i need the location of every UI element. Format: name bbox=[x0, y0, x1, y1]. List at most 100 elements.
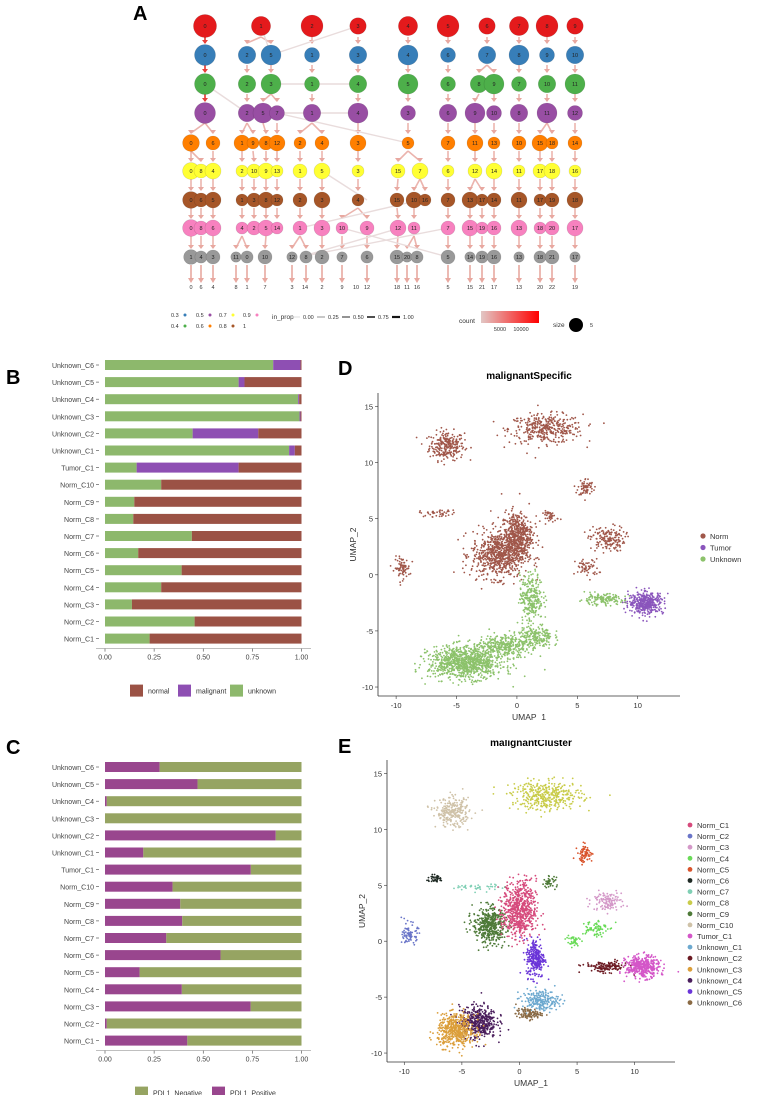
data-point bbox=[543, 639, 546, 642]
data-point bbox=[512, 652, 515, 655]
data-point bbox=[510, 642, 513, 644]
data-point bbox=[619, 544, 621, 547]
edge-arrowhead bbox=[364, 215, 370, 219]
data-point bbox=[510, 518, 513, 521]
edge-arrowhead bbox=[274, 130, 280, 134]
edge-arrowhead bbox=[445, 158, 451, 162]
legend-label-unknown: unknown bbox=[248, 689, 276, 696]
data-point bbox=[504, 529, 507, 531]
data-point bbox=[401, 559, 403, 561]
data-point bbox=[435, 653, 437, 656]
data-point bbox=[500, 536, 503, 538]
cluster-node bbox=[567, 135, 583, 151]
data-point bbox=[510, 556, 513, 558]
data-point bbox=[533, 417, 536, 419]
data-point bbox=[577, 421, 580, 424]
data-point bbox=[440, 648, 443, 651]
data-point bbox=[494, 637, 497, 639]
data-point bbox=[500, 545, 503, 547]
data-point bbox=[542, 638, 545, 640]
data-point bbox=[389, 565, 392, 567]
bar-segment-unknown bbox=[105, 394, 299, 405]
data-point bbox=[573, 572, 575, 575]
data-point bbox=[428, 669, 431, 672]
data-point bbox=[445, 663, 448, 666]
edge-arrowhead bbox=[572, 40, 578, 44]
data-point bbox=[441, 651, 444, 654]
data-point bbox=[451, 441, 454, 443]
data-point bbox=[496, 663, 499, 665]
bar-segment-malignant bbox=[192, 428, 259, 439]
data-point bbox=[516, 543, 519, 545]
data-point bbox=[519, 541, 521, 544]
data-point bbox=[447, 655, 450, 658]
chart-title: malignantSpecific bbox=[486, 371, 572, 382]
edge-arrowhead bbox=[549, 278, 555, 283]
data-point bbox=[462, 662, 465, 664]
data-point bbox=[526, 530, 528, 533]
final-cluster-label: 8 bbox=[234, 285, 237, 291]
panel-label-a: A bbox=[133, 3, 148, 25]
cluster-node-label: 0 bbox=[189, 169, 192, 175]
data-point bbox=[515, 552, 517, 554]
data-point bbox=[540, 438, 542, 441]
data-point bbox=[494, 550, 497, 552]
data-point bbox=[491, 523, 494, 525]
data-point bbox=[566, 432, 568, 435]
cluster-node bbox=[440, 135, 456, 151]
data-point bbox=[507, 569, 510, 572]
data-point bbox=[521, 592, 524, 595]
data-point bbox=[435, 665, 438, 667]
cluster-node bbox=[292, 220, 308, 236]
data-point bbox=[493, 540, 495, 543]
cluster-node bbox=[304, 47, 320, 63]
bar-segment-pdl1-negative bbox=[143, 847, 302, 858]
data-point bbox=[484, 557, 486, 560]
cluster-node-label: 1 bbox=[240, 198, 243, 204]
cluster-node-label: 9 bbox=[251, 141, 254, 147]
data-point bbox=[450, 655, 452, 658]
legend-resolution-swatch bbox=[231, 313, 235, 317]
final-cluster-label: 15 bbox=[467, 285, 473, 291]
data-point bbox=[470, 681, 473, 684]
data-point bbox=[621, 542, 624, 545]
data-point bbox=[504, 636, 507, 638]
data-point bbox=[464, 532, 467, 535]
data-point bbox=[444, 433, 447, 436]
data-point bbox=[428, 445, 431, 448]
edge-arrowhead bbox=[537, 215, 543, 219]
data-point bbox=[506, 560, 509, 563]
data-point bbox=[529, 554, 532, 557]
data-point bbox=[493, 536, 495, 538]
data-point bbox=[513, 561, 516, 564]
data-point bbox=[467, 659, 469, 662]
data-point bbox=[579, 434, 582, 437]
cluster-node-label: 1 bbox=[310, 53, 313, 59]
edge-arrowhead bbox=[262, 278, 268, 283]
cluster-node-label: 2 bbox=[320, 255, 323, 261]
edge-arrowhead bbox=[274, 98, 280, 102]
data-point bbox=[402, 578, 405, 580]
data-point bbox=[490, 663, 493, 666]
data-point bbox=[518, 536, 521, 539]
data-point bbox=[434, 672, 437, 675]
bar-segment-unknown bbox=[105, 428, 193, 439]
data-point bbox=[475, 570, 478, 573]
cluster-node bbox=[509, 16, 529, 36]
data-point bbox=[573, 485, 576, 488]
data-point bbox=[483, 664, 486, 667]
data-point bbox=[521, 552, 523, 555]
data-point bbox=[500, 555, 503, 558]
category-tick-label: Norm_C6 bbox=[64, 953, 94, 960]
data-point bbox=[486, 561, 489, 563]
data-point bbox=[489, 558, 492, 560]
data-point bbox=[490, 562, 493, 565]
final-cluster-label: 2 bbox=[320, 285, 323, 291]
data-point bbox=[594, 571, 596, 573]
data-point bbox=[481, 545, 483, 547]
data-point bbox=[448, 647, 451, 650]
data-point bbox=[512, 513, 515, 516]
data-point bbox=[538, 558, 540, 561]
legend-size-title: size bbox=[553, 322, 565, 329]
edge-arrowhead bbox=[263, 187, 269, 191]
